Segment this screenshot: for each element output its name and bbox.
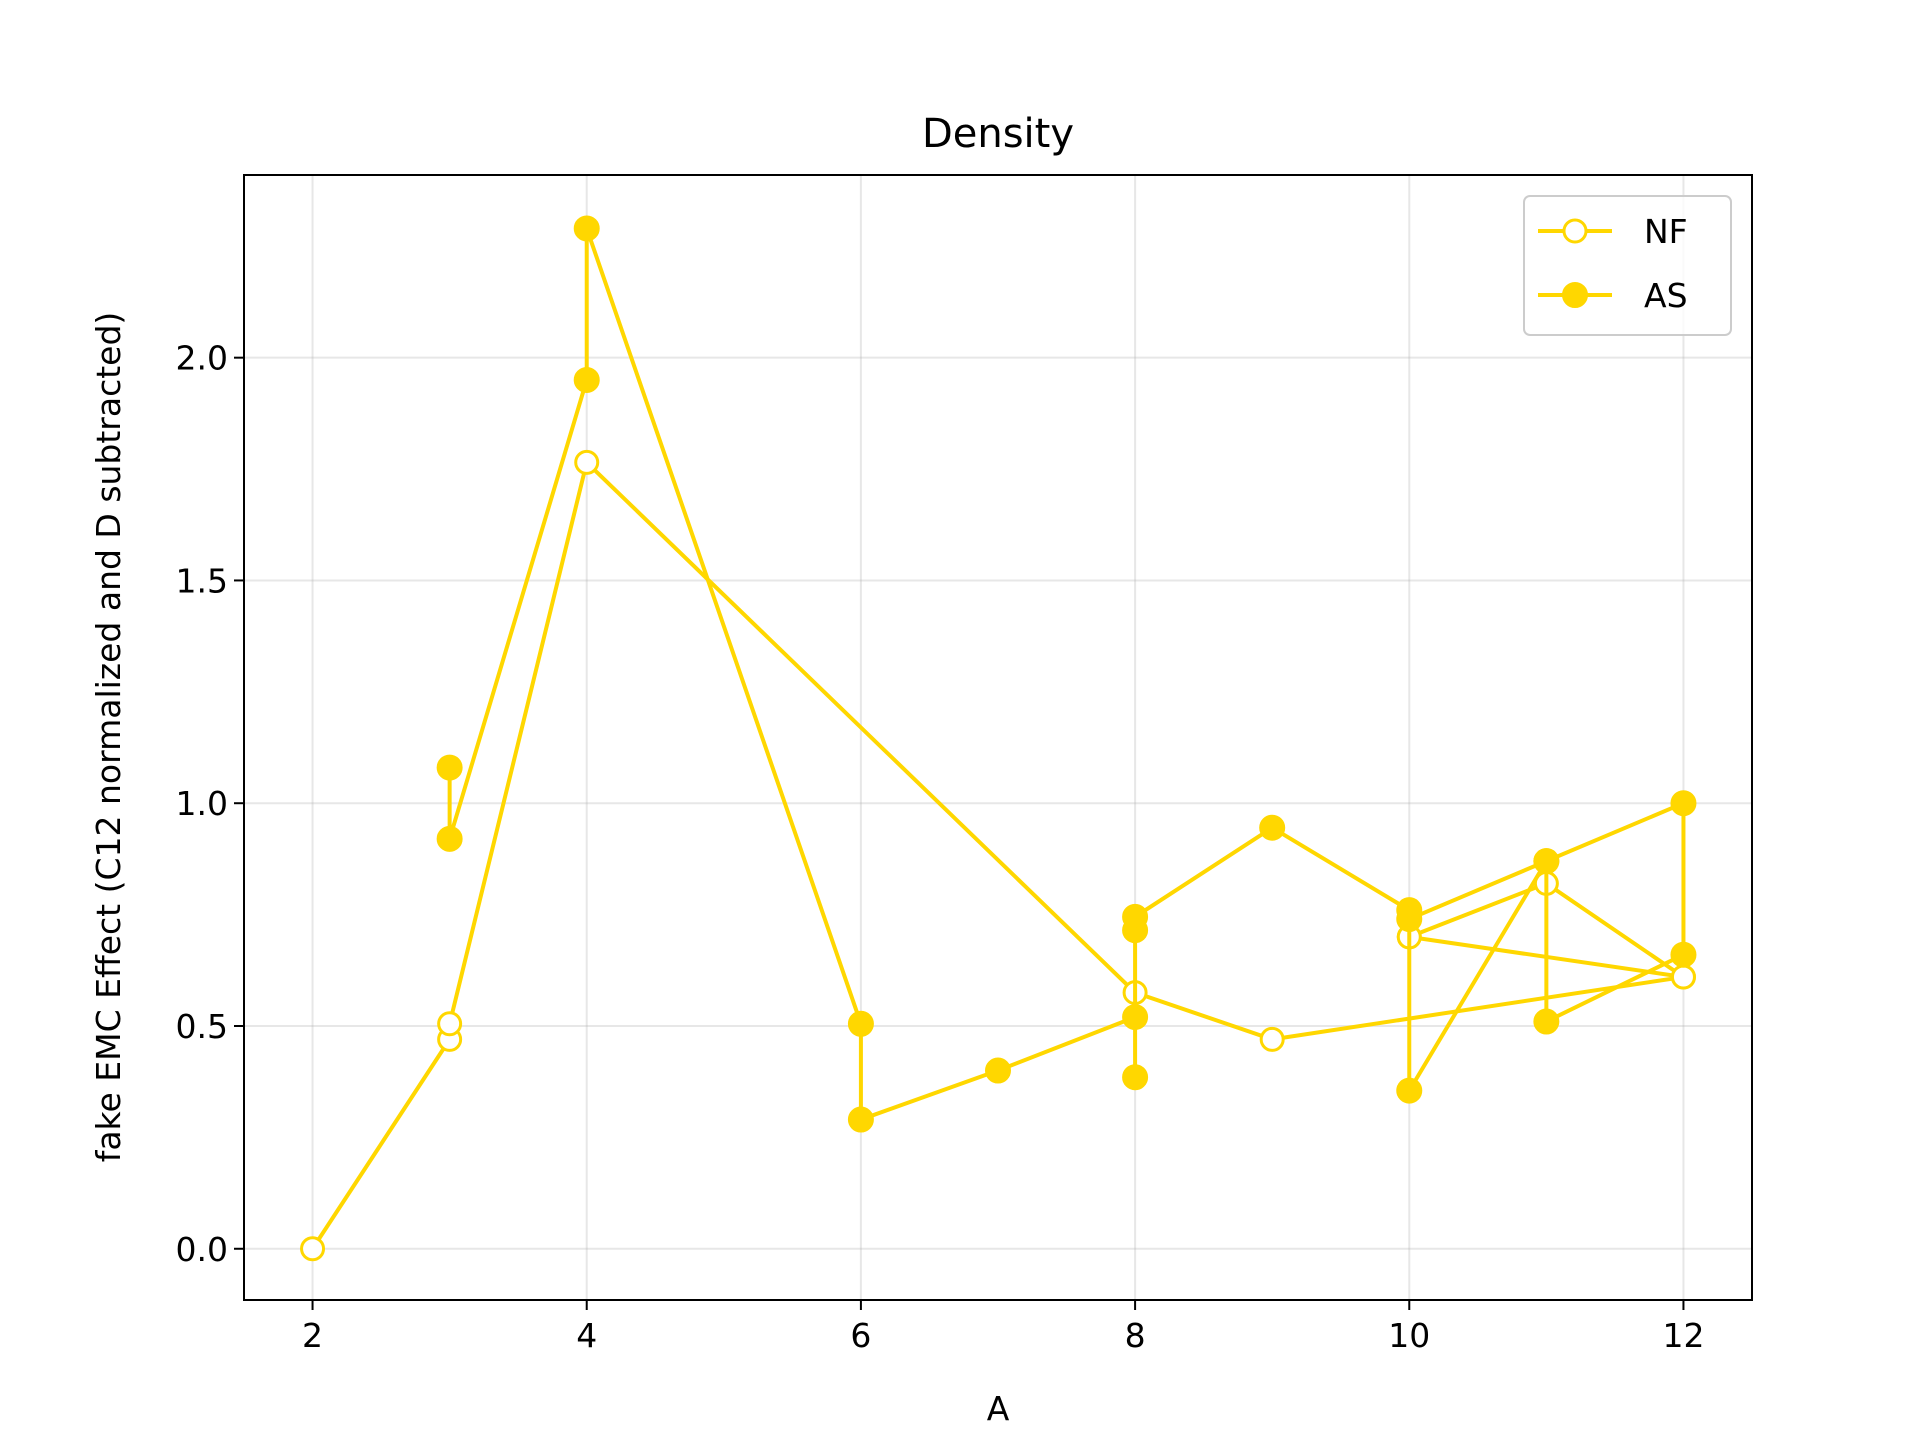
x-tick-label: 4 bbox=[576, 1316, 597, 1355]
data-point-nf bbox=[574, 449, 600, 475]
legend: NF AS bbox=[1523, 195, 1732, 336]
data-point-nf bbox=[1670, 964, 1696, 990]
data-point-nf bbox=[1259, 1026, 1285, 1052]
data-point-as bbox=[847, 1106, 874, 1133]
data-point-as bbox=[436, 754, 463, 781]
x-axis-label: A bbox=[987, 1389, 1010, 1428]
series-line-as bbox=[447, 226, 1686, 1122]
data-point-as bbox=[1396, 1077, 1423, 1104]
grid bbox=[244, 175, 1752, 1300]
data-point-as bbox=[1670, 790, 1697, 817]
x-tick-label: 12 bbox=[1662, 1316, 1704, 1355]
data-point-as bbox=[1533, 1008, 1560, 1035]
legend-item-nf: NF bbox=[1538, 212, 1688, 251]
data-point-nf bbox=[300, 1236, 326, 1262]
legend-box bbox=[1523, 195, 1732, 336]
series-as bbox=[436, 215, 1697, 1133]
data-point-as bbox=[573, 366, 600, 393]
ticks-layer: 2 4 6 8 10 12 0.0 0.5 1.0 1.5 2.0 bbox=[176, 339, 1705, 1355]
y-tick-label: 1.0 bbox=[176, 784, 228, 823]
legend-item-as: AS bbox=[1538, 276, 1688, 315]
legend-label-as: AS bbox=[1644, 276, 1688, 315]
series-layer bbox=[300, 215, 1697, 1262]
data-point-as bbox=[985, 1057, 1011, 1084]
series-nf bbox=[300, 449, 1696, 1262]
legend-marker-nf bbox=[1562, 218, 1588, 244]
data-point-as bbox=[436, 825, 463, 852]
data-point-as bbox=[847, 1010, 874, 1037]
data-point-as bbox=[1670, 941, 1697, 968]
y-tick-label: 1.5 bbox=[176, 561, 228, 600]
data-point-as bbox=[1259, 814, 1286, 841]
y-axis-label: fake EMC Effect (C12 normalized and D su… bbox=[89, 312, 128, 1163]
data-point-as bbox=[1122, 1004, 1149, 1031]
y-tick-label: 0.5 bbox=[176, 1007, 228, 1046]
x-tick-label: 8 bbox=[1125, 1316, 1146, 1355]
x-tick-label: 2 bbox=[302, 1316, 323, 1355]
legend-label-nf: NF bbox=[1644, 212, 1688, 251]
y-tick-label: 2.0 bbox=[176, 339, 228, 378]
chart-title: Density bbox=[922, 111, 1074, 157]
legend-marker-as bbox=[1562, 282, 1588, 308]
plot-frame bbox=[243, 174, 1753, 1301]
data-point-as bbox=[573, 215, 600, 242]
data-point-as bbox=[1122, 903, 1149, 930]
x-tick-label: 6 bbox=[850, 1316, 871, 1355]
y-tick-label: 0.0 bbox=[176, 1230, 228, 1269]
data-point-as bbox=[1533, 848, 1560, 875]
x-tick-label: 10 bbox=[1388, 1316, 1430, 1355]
data-point-nf bbox=[437, 1011, 463, 1037]
data-point-as bbox=[1122, 1064, 1149, 1091]
data-point-as bbox=[1396, 906, 1423, 933]
